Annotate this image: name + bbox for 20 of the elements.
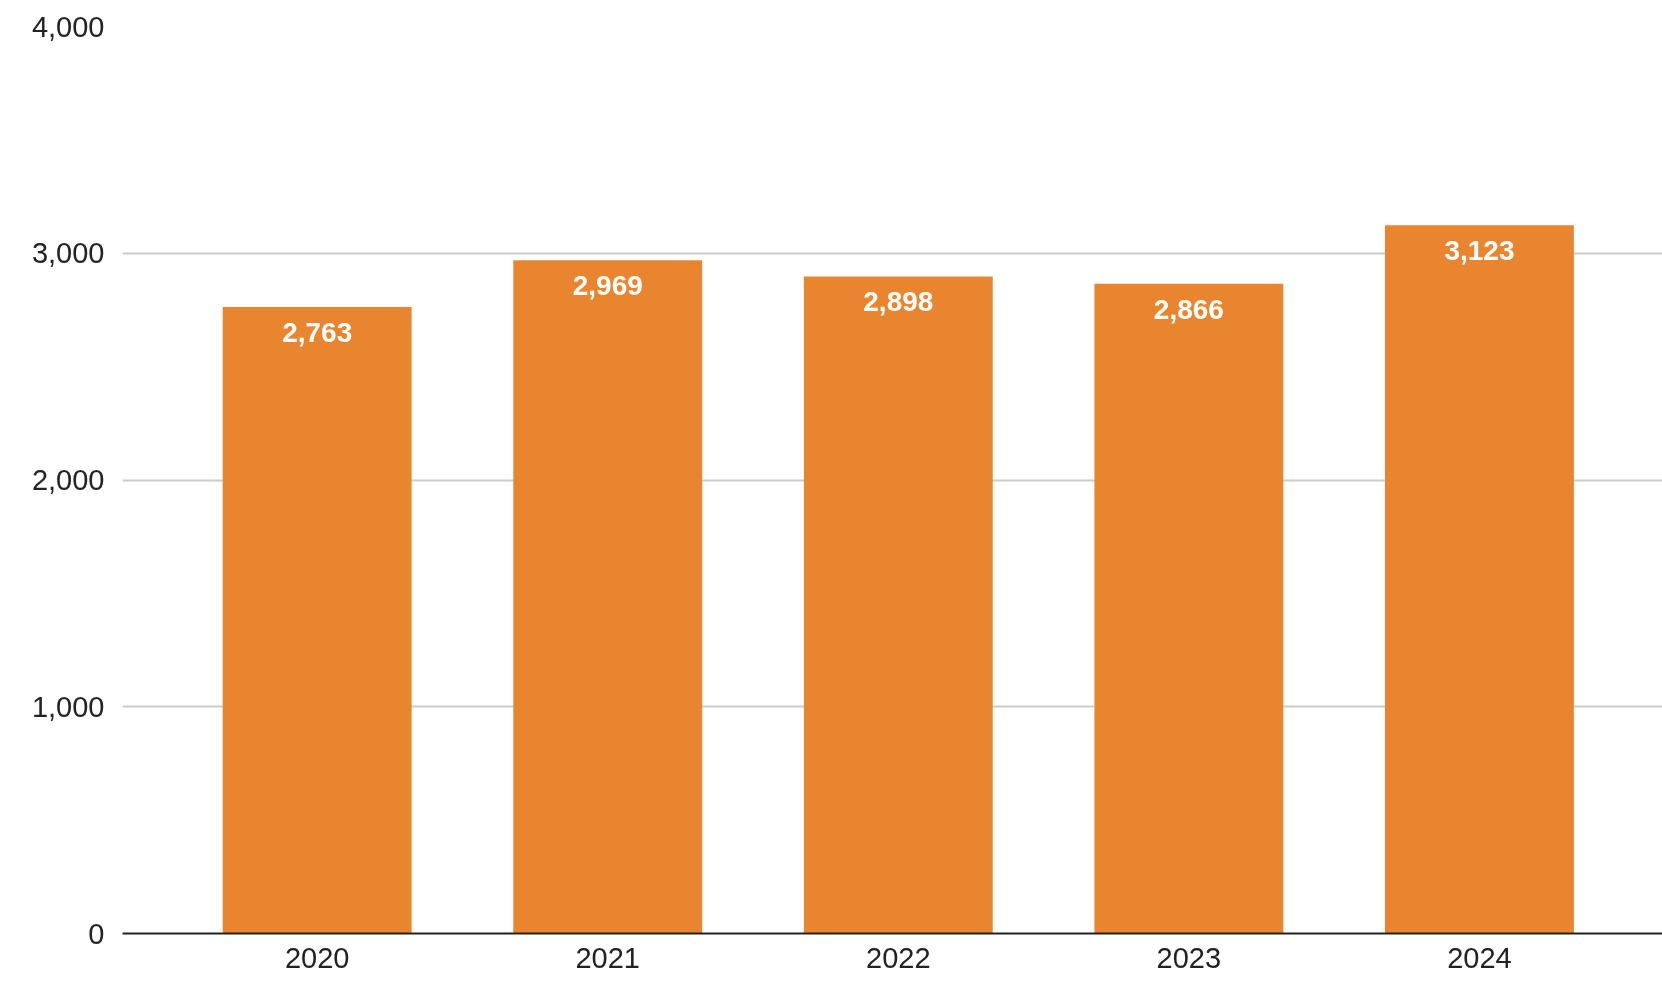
data-label: 2,763 xyxy=(282,316,353,348)
bar xyxy=(513,260,703,934)
x-tick-label: 2021 xyxy=(575,941,640,974)
x-tick-label: 2024 xyxy=(1447,941,1512,974)
y-tick-label: 4,000 xyxy=(31,10,105,43)
data-label: 2,969 xyxy=(572,270,643,302)
x-tick-label: 2020 xyxy=(284,941,350,974)
data-label: 2,866 xyxy=(1153,293,1224,325)
data-label: 2,898 xyxy=(863,286,934,318)
bar xyxy=(1094,283,1284,934)
data-label: 3,123 xyxy=(1444,235,1515,267)
y-tick-label: 1,000 xyxy=(31,690,105,723)
bar xyxy=(1385,225,1574,934)
y-tick-label: 0 xyxy=(88,917,105,950)
x-tick-label: 2023 xyxy=(1156,941,1222,974)
bar xyxy=(222,306,412,934)
y-tick-label: 3,000 xyxy=(31,237,105,270)
bar xyxy=(803,276,993,934)
x-tick-label: 2022 xyxy=(866,941,931,974)
y-tick-label: 2,000 xyxy=(31,464,105,496)
